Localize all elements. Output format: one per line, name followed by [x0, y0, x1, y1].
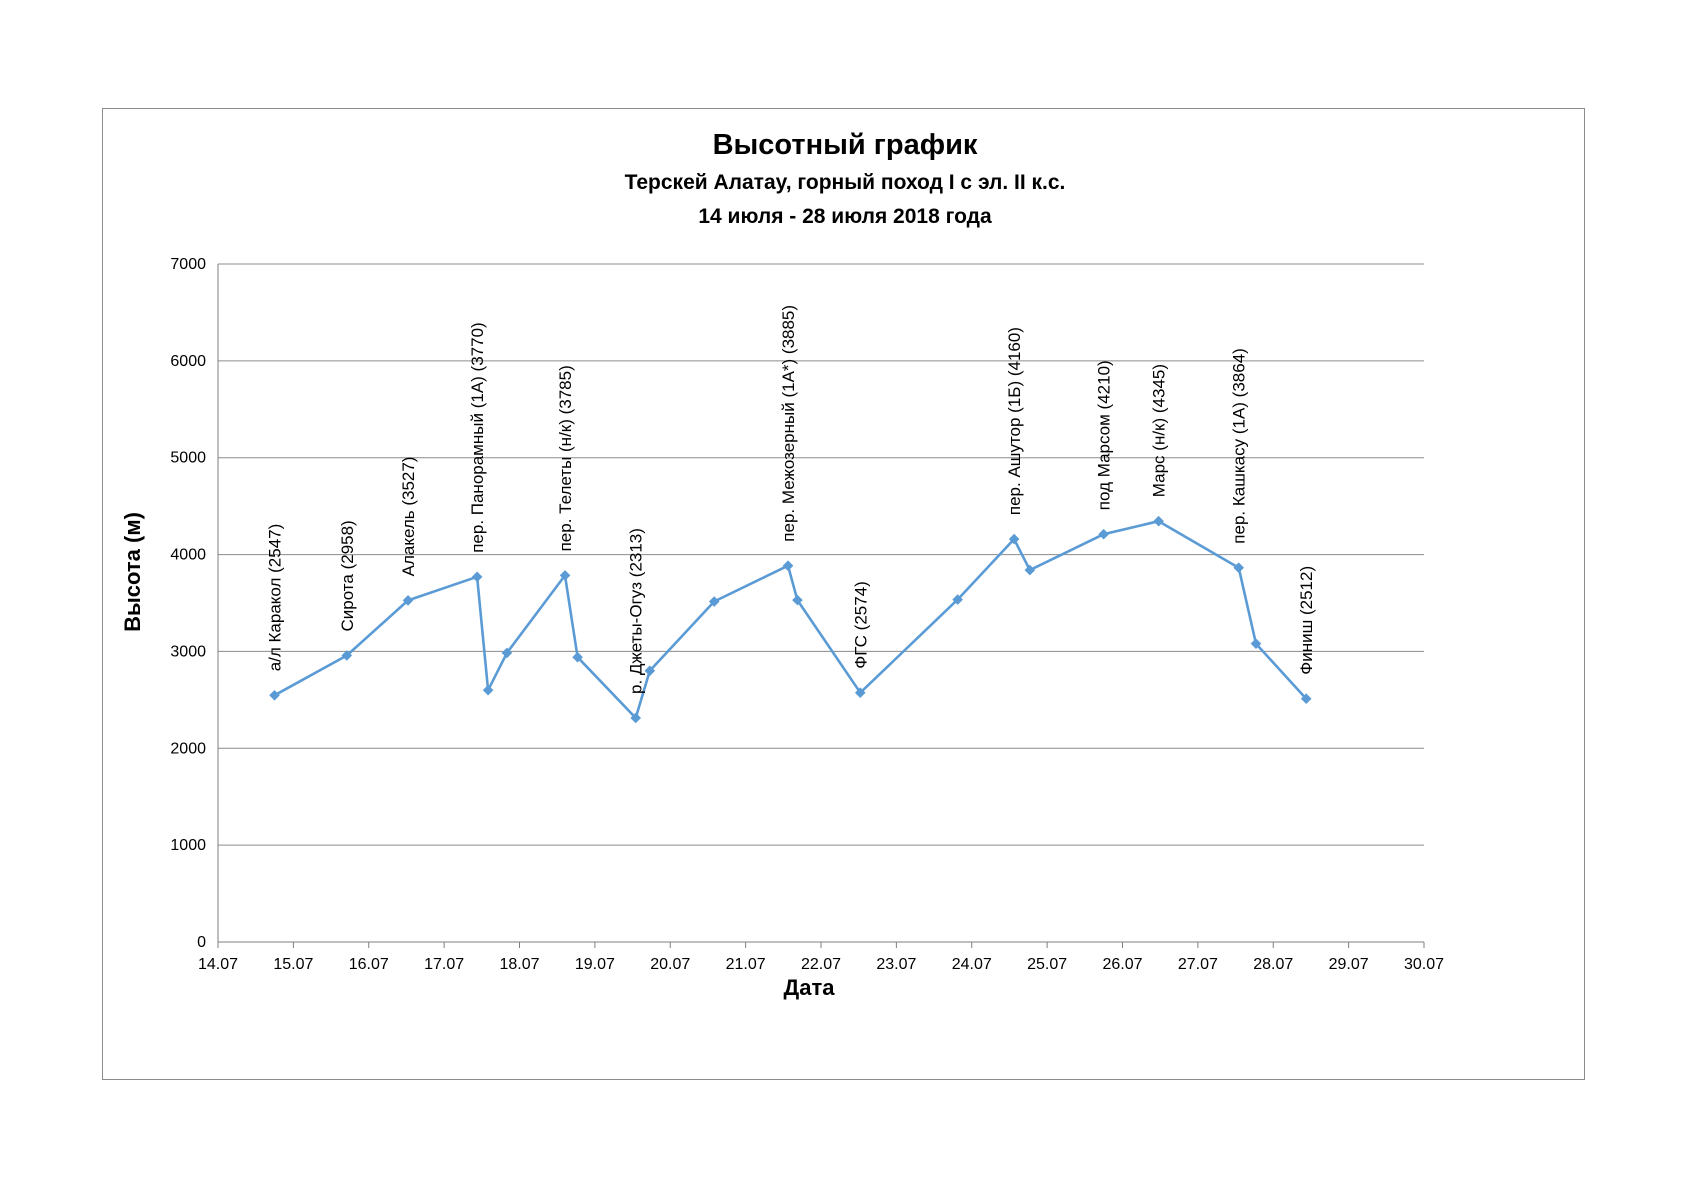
- x-tick-label: 26.07: [1102, 956, 1142, 973]
- x-tick-label: 22.07: [801, 956, 841, 973]
- data-point-label: Марс (н/к) (4345): [1150, 364, 1169, 497]
- data-point-label: р. Джеты-Огуз (2313): [627, 528, 646, 694]
- data-point-marker: [1300, 693, 1312, 705]
- data-point-label: пер. Межозерный (1А*) (3885): [779, 305, 798, 542]
- chart-title: Высотный график: [713, 129, 978, 161]
- data-point-marker: [1153, 515, 1164, 527]
- data-point-label: Алакель (3527): [399, 457, 418, 577]
- chart-subtitle-line-1: Терскей Алатау, горный поход I с эл. II …: [625, 171, 1066, 194]
- x-tick-label: 18.07: [499, 956, 539, 973]
- data-point-label: а/л Каракол (2547): [266, 524, 285, 672]
- chart-frame: Высотный график Терскей Алатау, горный п…: [102, 108, 1585, 1080]
- data-point-label: Финиш (2512): [1297, 566, 1316, 675]
- x-tick-label: 21.07: [726, 956, 766, 973]
- x-tick-label: 20.07: [650, 956, 690, 973]
- data-point-marker: [559, 570, 571, 581]
- data-point-marker: [471, 571, 483, 583]
- y-tick-label: 3000: [170, 643, 206, 660]
- x-tick-label: 30.07: [1404, 956, 1444, 973]
- y-tick-label: 7000: [170, 256, 206, 273]
- data-point-marker: [402, 595, 414, 606]
- x-tick-label: 28.07: [1253, 956, 1293, 973]
- y-tick-label: 2000: [170, 740, 206, 757]
- x-tick-label: 19.07: [575, 956, 615, 973]
- chart-subtitle-line-2: 14 июля - 28 июля 2018 года: [698, 205, 992, 228]
- data-point-label: Сирота (2958): [338, 520, 357, 631]
- data-point-marker: [1024, 564, 1036, 576]
- y-tick-label: 6000: [170, 353, 206, 370]
- x-axis-title: Дата: [784, 975, 836, 1000]
- altitude-chart: Высотный график Терскей Алатау, горный п…: [120, 129, 1444, 1000]
- data-point-marker: [269, 689, 280, 701]
- data-point-marker: [1250, 638, 1262, 649]
- x-tick-label: 25.07: [1027, 956, 1067, 973]
- data-point-marker: [708, 596, 720, 607]
- x-tick-label: 15.07: [273, 956, 313, 973]
- data-point-marker: [341, 650, 353, 661]
- x-tick-label: 29.07: [1329, 956, 1369, 973]
- data-point-marker: [1008, 533, 1020, 545]
- data-point-marker: [792, 594, 803, 606]
- y-tick-label: 0: [197, 934, 206, 951]
- data-point-marker: [1233, 562, 1245, 574]
- y-tick-label: 5000: [170, 450, 206, 467]
- x-tick-label: 17.07: [424, 956, 464, 973]
- data-point-marker: [572, 651, 583, 663]
- x-tick-label: 23.07: [876, 956, 916, 973]
- data-point-label: пер. Ашутор (1Б) (4160): [1005, 327, 1024, 515]
- x-tick-label: 27.07: [1178, 956, 1218, 973]
- data-point-marker: [644, 665, 656, 677]
- x-tick-label: 16.07: [349, 956, 389, 973]
- x-tick-label: 14.07: [198, 956, 238, 973]
- y-axis-title: Высота (м): [120, 512, 145, 632]
- altitude-series-line: [273, 519, 1308, 720]
- y-tick-label: 4000: [170, 547, 206, 564]
- data-point-marker: [854, 687, 866, 698]
- data-point-marker: [1098, 528, 1109, 540]
- data-point-label: под Марсом (4210): [1095, 360, 1114, 510]
- data-point-label: пер. Телеты (н/к) (3785): [556, 365, 575, 551]
- x-tick-label: 24.07: [952, 956, 992, 973]
- data-point-label: пер. Панорамный (1А) (3770): [468, 322, 487, 552]
- data-point-marker: [782, 560, 794, 572]
- data-point-marker: [482, 684, 494, 696]
- data-point-label: ФГС (2574): [851, 581, 870, 669]
- y-tick-label: 1000: [170, 837, 206, 854]
- data-point-marker: [952, 594, 963, 605]
- data-point-label: пер. Кашкасу (1А) (3864): [1230, 348, 1249, 544]
- data-point-marker: [630, 712, 642, 724]
- data-point-marker: [501, 647, 513, 659]
